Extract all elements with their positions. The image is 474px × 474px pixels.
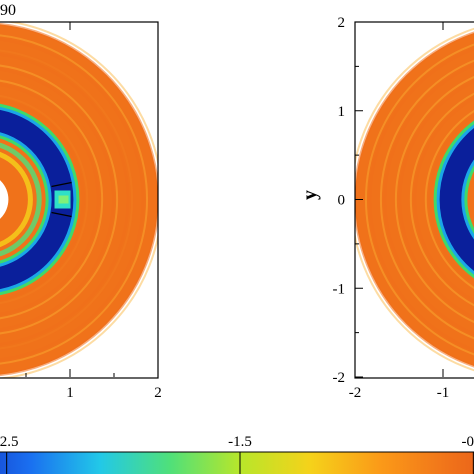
left-inner-hole (0, 180, 9, 219)
colorbar-ticks: -2.5 -1.5 -0.5 (0, 434, 474, 474)
left-texture-ring (0, 53, 130, 346)
right-panel: y 2 1 0 -1 -2 -2 -1 (299, 15, 474, 401)
left-panel-frame (0, 21, 159, 379)
right-disk-map (355, 27, 474, 372)
left-texture-ring-light (0, 79, 104, 320)
left-texture-ring-light (0, 34, 148, 365)
right-texture-ring (383, 63, 474, 336)
right-y-tick-label: 0 (338, 193, 346, 209)
left-texture-ring (0, 68, 115, 331)
left-ring (0, 142, 42, 257)
right-texture-ring (368, 47, 474, 352)
right-y-ticks: 2 1 0 -1 -2 (333, 15, 363, 386)
right-x-tick-label: -2 (349, 385, 362, 401)
colorbar-tick-label: -0.5 (461, 434, 474, 450)
colorbar-tick-label: -2.5 (0, 434, 19, 450)
right-y-tick-label: -2 (333, 370, 346, 386)
right-texture-ring-light (379, 59, 474, 340)
right-texture-ring-light (409, 92, 474, 307)
right-texture-ring-light (424, 109, 474, 290)
left-x-tick-label: 2 (154, 385, 162, 401)
left-gap-bridge-core (58, 195, 69, 204)
left-texture-ring-light (0, 64, 119, 335)
left-gap-bridge-outline (51, 181, 72, 218)
right-x-tick-label: -1 (437, 385, 450, 401)
left-texture-ring (0, 37, 145, 362)
right-y-axis-label: y (299, 190, 321, 200)
colorbar-gradient (0, 452, 474, 474)
left-ring (0, 70, 113, 329)
right-texture-ring (398, 79, 474, 320)
left-ring (0, 92, 91, 307)
right-y-tick-label: 2 (338, 15, 346, 31)
right-y-tick-label: -1 (333, 281, 346, 297)
left-x-tick-label: 1 (66, 385, 74, 401)
left-panel-title: 90 (0, 2, 16, 19)
colorbar: -2.5 -1.5 -0.5 (0, 434, 474, 474)
right-texture-ring (413, 96, 474, 303)
left-texture-ring (0, 98, 85, 301)
colorbar-tick-label: -1.5 (228, 434, 252, 450)
right-texture-ring-light (394, 75, 474, 324)
left-disk-map (0, 22, 158, 378)
left-ring (0, 151, 33, 248)
left-ring (0, 48, 135, 351)
right-y-tick-label: 1 (338, 104, 346, 120)
left-texture-ring (0, 83, 100, 316)
right-texture-ring (428, 114, 474, 285)
right-gap (439, 128, 474, 271)
right-texture-ring-light (365, 43, 474, 356)
right-x-ticks: -2 -1 (349, 22, 450, 401)
